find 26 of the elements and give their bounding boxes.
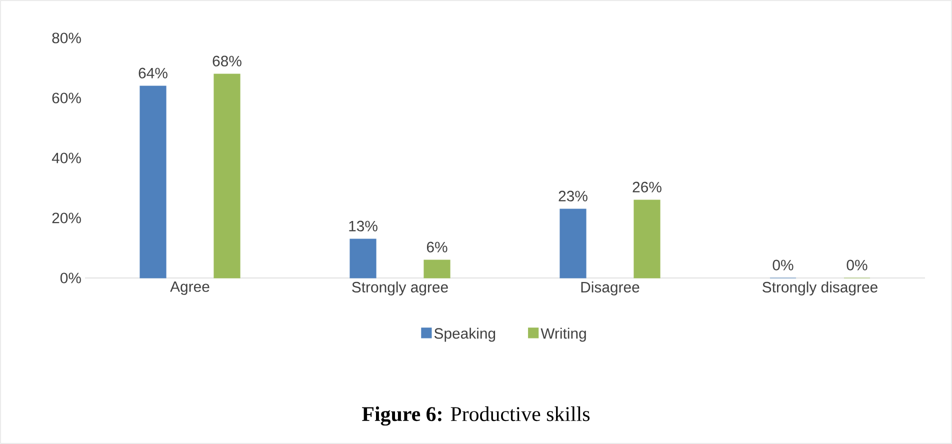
y-tick-label: 20% bbox=[52, 212, 81, 224]
bar bbox=[560, 208, 586, 278]
data-label: 6% bbox=[426, 242, 448, 252]
y-tick-label: 60% bbox=[52, 92, 81, 104]
text: Figure 6: Productive skills bbox=[362, 406, 590, 426]
bar bbox=[350, 238, 376, 278]
data-label: 68% bbox=[212, 56, 242, 66]
y-tick-label: 80% bbox=[52, 32, 81, 44]
bar bbox=[214, 74, 240, 278]
y-tick-label: 0% bbox=[60, 272, 81, 284]
bar bbox=[140, 86, 166, 278]
legend-label: Writing bbox=[540, 328, 586, 342]
data-label: 0% bbox=[846, 260, 868, 270]
x-tick-label: Agree bbox=[170, 282, 210, 295]
data-label: 26% bbox=[632, 182, 662, 192]
bar bbox=[634, 200, 660, 278]
x-tick-label: Disagree bbox=[581, 282, 640, 296]
data-label: 0% bbox=[772, 260, 794, 270]
y-tick-label: 40% bbox=[52, 152, 81, 164]
data-label: 23% bbox=[558, 190, 588, 202]
data-label: 64% bbox=[138, 68, 168, 78]
x-tick-label: Strongly agree bbox=[352, 282, 448, 296]
legend-label: Speaking bbox=[434, 328, 496, 342]
data-label: 13% bbox=[349, 220, 378, 232]
bar bbox=[424, 260, 450, 278]
x-tick-label: Strongly disagree bbox=[762, 282, 878, 296]
